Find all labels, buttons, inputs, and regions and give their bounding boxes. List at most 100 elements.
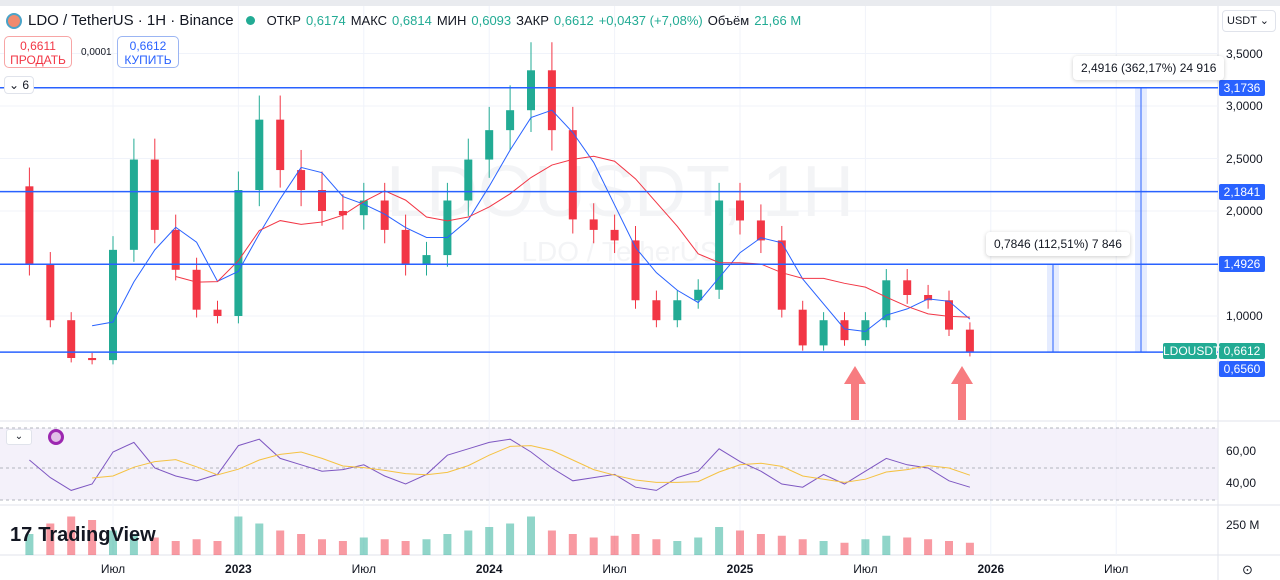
currency-select[interactable]: USDT ⌄ — [1222, 10, 1276, 32]
time-axis-tick: 2025 — [726, 562, 754, 576]
candle-body — [527, 70, 535, 111]
price-level-label: 0,6560 — [1219, 360, 1265, 377]
volume-bar — [589, 537, 598, 555]
price-level-label: 2,1841 — [1219, 183, 1265, 200]
sell-price: 0,6611 — [20, 39, 56, 53]
rsi-band — [0, 428, 1218, 500]
volume-bar — [297, 534, 306, 555]
volume-bar — [506, 523, 515, 555]
indicators-collapse-button[interactable]: ⌄ 6 — [4, 76, 34, 94]
settings-icon[interactable]: ⊙ — [1242, 562, 1253, 577]
volume-value: 21,66 M — [754, 13, 802, 28]
candle-body — [213, 309, 222, 316]
candle-body — [547, 70, 556, 131]
candle-body — [171, 229, 180, 270]
candle-body — [338, 211, 347, 216]
tradingview-logo: 17 TradingView — [10, 524, 156, 547]
volume-bar — [213, 541, 222, 555]
volume-bar — [547, 530, 556, 555]
candle-body — [589, 219, 598, 230]
rsi-line — [29, 438, 971, 491]
volume-bar — [318, 539, 326, 555]
close-label: ЗАКР — [516, 13, 549, 28]
candle-body — [861, 320, 870, 341]
rsi-indicator-icon[interactable] — [48, 429, 64, 445]
candle-body — [109, 249, 117, 361]
price-axis-tick: 3,5000 — [1226, 46, 1263, 61]
candle-body — [67, 320, 76, 358]
volume-bar — [464, 530, 473, 555]
candle-body — [25, 186, 34, 265]
last-price-label: 0,6612 — [1219, 342, 1265, 359]
price-level-label: 1,4926 — [1219, 256, 1265, 273]
volume-bar — [965, 542, 974, 555]
candle-body — [903, 280, 912, 295]
volume-bar — [924, 539, 933, 555]
volume-bar — [129, 534, 138, 555]
buy-button[interactable]: 0,6612 КУПИТЬ — [117, 36, 179, 68]
symbol-legend: LDO / TetherUS · 1H · Binance ОТКР 0,6174… — [6, 12, 801, 29]
brand-name: TradingView — [38, 524, 156, 546]
volume-bar — [756, 534, 765, 555]
volume-bar — [945, 541, 953, 555]
candle-body — [777, 240, 786, 310]
volume-bar — [359, 537, 368, 555]
volume-bar — [338, 541, 347, 555]
candle-body — [798, 309, 807, 346]
ldo-logo-icon — [6, 12, 22, 29]
rsi-axis-tick: 60,00 — [1226, 444, 1257, 458]
candle-body — [652, 300, 661, 321]
ma-slow-line — [175, 155, 970, 318]
volume-bar — [568, 534, 577, 555]
symbol-title[interactable]: LDO / TetherUS · 1H · Binance — [28, 12, 234, 29]
volume-bar — [694, 537, 703, 555]
volume-bar — [276, 530, 285, 555]
volume-bar — [715, 527, 724, 555]
volume-bar — [255, 523, 264, 555]
candle-body — [485, 130, 494, 160]
ohlc-values: ОТКР 0,6174 МАКС 0,6814 МИН 0,6093 ЗАКР 0,66… — [267, 13, 802, 28]
volume-bar — [25, 534, 34, 555]
volume-bar — [401, 541, 410, 555]
volume-bar — [380, 539, 389, 555]
volume-label: Объём — [707, 13, 750, 28]
candle-body — [234, 190, 243, 316]
open-label: ОТКР — [266, 13, 301, 28]
volume-bar — [882, 535, 891, 555]
volume-bar — [819, 541, 828, 555]
time-axis-tick: Июл — [853, 562, 878, 576]
symbol-price-tag: LDOUSDT — [1163, 342, 1221, 359]
tv-logo-icon: 17 — [10, 524, 33, 546]
price-axis-tick: 3,0000 — [1226, 99, 1263, 113]
volume-bar — [234, 516, 243, 555]
measure-label: 0,7846 (112,51%) 7 846 — [986, 232, 1130, 256]
high-value: 0,6814 — [392, 13, 432, 28]
rsi-ma-line — [92, 445, 971, 483]
candle-body — [610, 229, 619, 241]
volume-bar — [443, 534, 452, 555]
rsi-collapse-button[interactable]: ⌄ — [6, 429, 32, 445]
candle-body — [401, 229, 410, 265]
watermark-sub: LDO / TetherUS — [521, 236, 718, 267]
price-level-label: 3,1736 — [1219, 79, 1265, 96]
buy-label: КУПИТЬ — [124, 53, 172, 67]
candle-body — [192, 269, 201, 310]
time-axis-tick: Июл — [602, 562, 627, 576]
candle-body — [694, 289, 703, 301]
candle-body — [715, 200, 724, 290]
volume-bar — [631, 534, 640, 555]
sell-label: ПРОДАТЬ — [10, 53, 66, 67]
top-strip — [0, 0, 1280, 6]
volume-bar — [192, 539, 201, 555]
candle-body — [380, 200, 389, 230]
candle-body — [736, 200, 744, 221]
candle-body — [255, 119, 264, 190]
volume-bar — [798, 539, 807, 555]
sell-button[interactable]: 0,6611 ПРОДАТЬ — [4, 36, 72, 68]
volume-bar — [861, 539, 870, 555]
candle-body — [359, 200, 368, 216]
volume-bar — [171, 541, 180, 555]
candle-body — [924, 295, 933, 301]
candle-body — [422, 255, 431, 265]
